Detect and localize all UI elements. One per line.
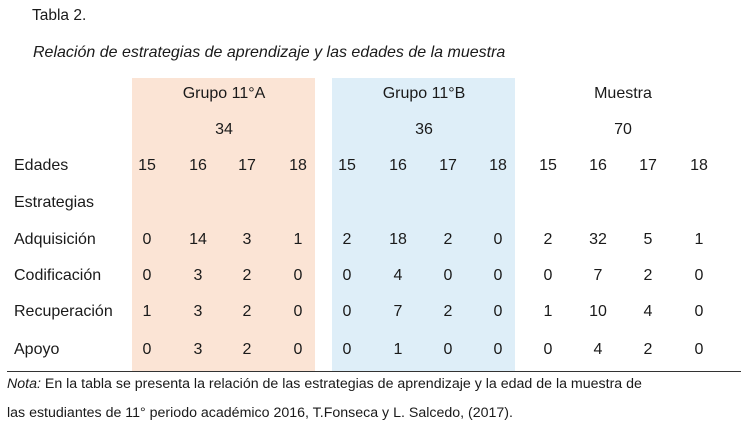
table-cell: 2 [242,341,252,358]
age-header: 15 [338,157,356,174]
age-header-label: Edades [14,157,69,174]
table-cell: 3 [193,267,203,284]
table-cell: 0 [443,341,453,358]
table-cell: 1 [293,231,303,248]
table-cell: 2 [342,231,352,248]
table-cell: 3 [193,341,203,358]
table-cell: 0 [142,341,152,358]
table-cell: 2 [443,231,453,248]
age-header: 16 [189,157,207,174]
table-note-line-1: Nota: En la tabla se presenta la relació… [7,376,642,392]
table-cell: 2 [242,267,252,284]
row-label: Adquisición [14,231,96,248]
table-cell: 1 [393,341,403,358]
table-cell: 0 [694,303,704,320]
table-cell: 4 [643,303,653,320]
table-cell: 2 [643,267,653,284]
table-cell: 0 [543,341,553,358]
table-cell: 14 [189,231,207,248]
table-cell: 0 [694,341,704,358]
table-label: Tabla 2. [32,7,87,24]
table-cell: 1 [694,231,704,248]
table-cell: 10 [589,303,607,320]
group-name: Grupo 11°A [182,85,266,102]
group-count: 34 [215,121,233,138]
age-header: 16 [389,157,407,174]
table-bottom-rule [7,371,741,372]
table-cell: 0 [293,341,303,358]
table-cell: 0 [342,267,352,284]
age-header: 15 [539,157,557,174]
row-label: Codificación [14,267,102,284]
table-cell: 3 [242,231,252,248]
table-cell: 0 [493,341,503,358]
table-cell: 4 [393,267,403,284]
age-header: 17 [238,157,256,174]
table-cell: 0 [443,267,453,284]
age-header: 17 [639,157,657,174]
table-cell: 0 [142,267,152,284]
group-name: Grupo 11°B [382,85,466,102]
group-b-band [332,78,515,371]
table-cell: 1 [142,303,152,320]
table-cell: 7 [593,267,603,284]
group-count: 36 [415,121,433,138]
age-header: 18 [289,157,307,174]
table-cell: 0 [342,303,352,320]
table-cell: 2 [543,231,553,248]
table-cell: 2 [643,341,653,358]
table-cell: 0 [293,303,303,320]
table-cell: 0 [543,267,553,284]
strategies-label: Estrategias [14,194,95,211]
table-cell: 0 [293,267,303,284]
table-note-line-2: las estudiantes de 11° periodo académico… [7,405,513,421]
row-label: Apoyo [14,341,60,358]
table-cell: 0 [493,303,503,320]
note-text-1: En la tabla se presenta la relación de l… [40,376,642,392]
table-cell: 4 [593,341,603,358]
table-cell: 2 [242,303,252,320]
age-header: 17 [439,157,457,174]
group-a-band [132,78,315,371]
age-header: 18 [489,157,507,174]
note-prefix: Nota: [7,376,41,392]
row-label: Recuperación [14,303,113,320]
table-cell: 18 [389,231,407,248]
table-cell: 3 [193,303,203,320]
table-title: Relación de estrategias de aprendizaje y… [33,44,506,61]
group-name: Muestra [594,85,652,102]
table-cell: 0 [493,231,503,248]
table-cell: 2 [443,303,453,320]
table-cell: 7 [393,303,403,320]
table-cell: 32 [589,231,607,248]
table-cell: 5 [643,231,653,248]
table-cell: 0 [694,267,704,284]
group-count: 70 [614,121,632,138]
table-cell: 0 [142,231,152,248]
age-header: 15 [138,157,156,174]
age-header: 18 [690,157,708,174]
table-cell: 0 [342,341,352,358]
table-cell: 0 [493,267,503,284]
table-cell: 1 [543,303,553,320]
age-header: 16 [589,157,607,174]
